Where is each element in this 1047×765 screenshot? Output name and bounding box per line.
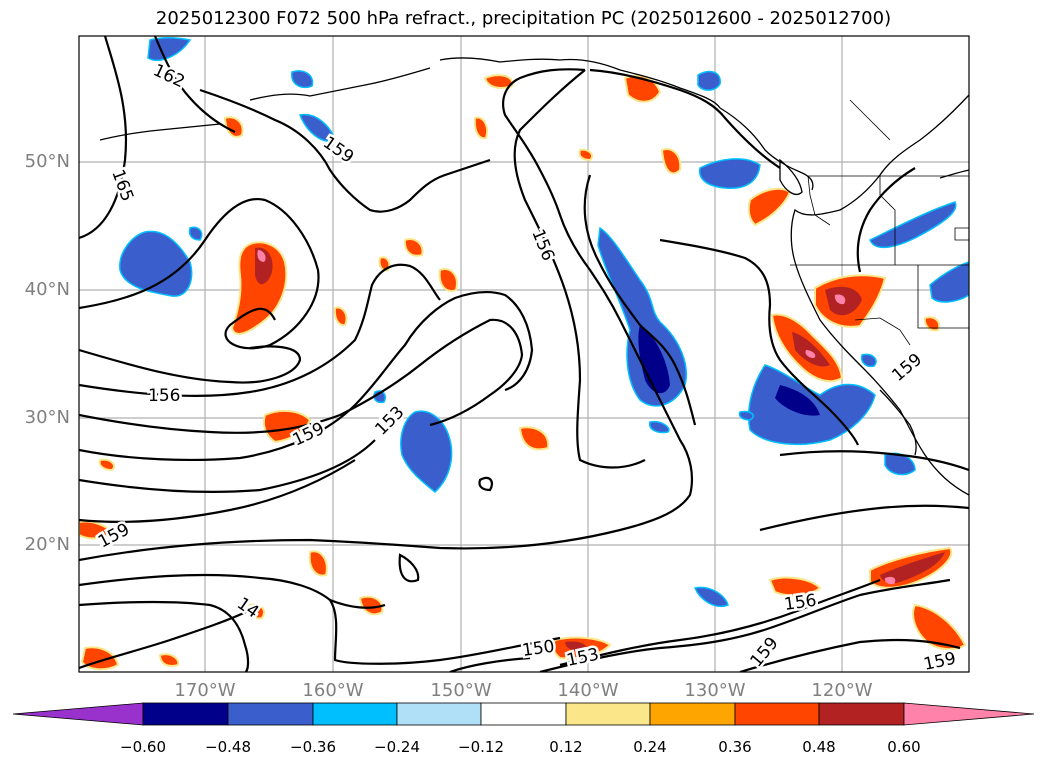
anomaly-area bbox=[308, 550, 328, 577]
coastlines bbox=[99, 57, 969, 496]
lat-label: 30°N bbox=[24, 407, 70, 428]
colorbar-tick-label: −0.36 bbox=[290, 738, 336, 756]
anomaly-area bbox=[912, 603, 967, 651]
anomaly-area bbox=[223, 116, 244, 138]
colorbar-tick-label: −0.12 bbox=[458, 738, 504, 756]
anomaly-area bbox=[473, 116, 488, 140]
negative-anomaly-areas bbox=[119, 36, 969, 607]
anomaly-area bbox=[869, 201, 957, 249]
anomaly-area bbox=[518, 426, 550, 451]
anomaly-area bbox=[438, 268, 458, 292]
map-title: 2025012300 F072 500 hPa refract., precip… bbox=[155, 8, 892, 29]
anomaly-area bbox=[805, 350, 816, 358]
anomaly-area bbox=[834, 294, 846, 305]
anomaly-area bbox=[884, 576, 896, 585]
lat-label: 20°N bbox=[24, 534, 70, 555]
refractivity-contours bbox=[79, 36, 969, 672]
anomaly-area bbox=[119, 230, 193, 297]
anomaly-area bbox=[298, 113, 336, 142]
positive-anomaly-areas bbox=[79, 74, 967, 671]
lat-label: 40°N bbox=[24, 279, 70, 300]
anomaly-area bbox=[400, 410, 453, 493]
colorbar-tick-label: 0.36 bbox=[718, 738, 752, 756]
anomaly-area bbox=[403, 238, 424, 257]
anomaly-area bbox=[923, 316, 941, 332]
colorbar-extend-left bbox=[12, 702, 144, 726]
anomaly-area bbox=[158, 653, 180, 667]
lon-label: 130°W bbox=[684, 680, 746, 701]
anomaly-area bbox=[792, 332, 830, 367]
lat-label: 50°N bbox=[24, 151, 70, 172]
map-frame bbox=[78, 35, 970, 673]
anomaly-area bbox=[188, 226, 203, 241]
colorbar-tick-label: −0.60 bbox=[120, 738, 166, 756]
anomaly-area bbox=[291, 70, 314, 89]
anomaly-area bbox=[698, 158, 761, 190]
lon-label: 150°W bbox=[430, 680, 492, 701]
political-borders bbox=[790, 99, 969, 346]
anomaly-area bbox=[98, 458, 116, 472]
anomaly-area bbox=[378, 256, 391, 272]
lon-label: 120°W bbox=[811, 680, 873, 701]
anomaly-area bbox=[483, 74, 514, 89]
colorbar bbox=[12, 702, 1035, 726]
lon-label: 140°W bbox=[557, 680, 619, 701]
anomaly-area bbox=[738, 410, 754, 421]
anomaly-area bbox=[747, 187, 792, 227]
anomaly-area bbox=[880, 552, 945, 584]
anomaly-area bbox=[230, 241, 288, 335]
anomaly-area bbox=[638, 325, 670, 394]
anomaly-area bbox=[565, 641, 587, 651]
colorbar-tick-label: 0.24 bbox=[633, 738, 667, 756]
lon-label: 160°W bbox=[302, 680, 364, 701]
contour-label: 156 bbox=[148, 386, 180, 406]
anomaly-area bbox=[333, 306, 348, 327]
colorbar-tick-label: 0.60 bbox=[887, 738, 921, 756]
anomaly-area bbox=[649, 420, 670, 434]
colorbar-tick-label: 0.48 bbox=[802, 738, 836, 756]
anomaly-area bbox=[768, 576, 822, 597]
map-content: 162 159 165 156 156 159 153 159 159 14 1… bbox=[79, 36, 969, 672]
anomaly-area bbox=[929, 261, 969, 303]
colorbar-tick-label: −0.24 bbox=[374, 738, 420, 756]
anomaly-area bbox=[248, 603, 266, 620]
anomaly-area bbox=[860, 353, 877, 368]
anomaly-area bbox=[697, 70, 721, 91]
colorbar-tick-label: 0.12 bbox=[549, 738, 583, 756]
lon-label: 170°W bbox=[174, 680, 236, 701]
anomaly-area bbox=[660, 148, 682, 175]
anomaly-area bbox=[775, 385, 820, 416]
anomaly-area bbox=[262, 409, 312, 444]
anomaly-area bbox=[257, 250, 266, 262]
anomaly-area bbox=[578, 148, 594, 162]
colorbar-tick-label: −0.48 bbox=[205, 738, 251, 756]
anomaly-area bbox=[693, 586, 729, 607]
colorbar-extend-right bbox=[903, 702, 1035, 726]
